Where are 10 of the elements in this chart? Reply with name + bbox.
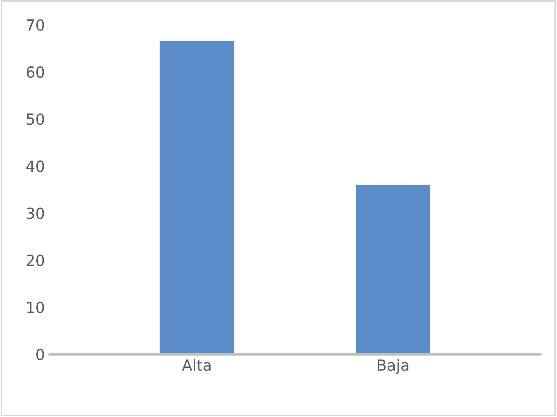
y-tick-label: 70: [27, 19, 44, 32]
y-tick-label: 0: [36, 348, 44, 360]
y-tick-label: 40: [26, 160, 44, 172]
y-tick-label: 30: [26, 208, 44, 220]
x-tick-label: Baja: [378, 359, 409, 374]
y-tick-label: 10: [28, 302, 44, 314]
x-tick-label: Alta: [182, 359, 211, 372]
y-tick-label: 60: [26, 66, 44, 78]
y-tick-label: 20: [26, 254, 44, 266]
y-tick-label: 50: [27, 114, 44, 126]
